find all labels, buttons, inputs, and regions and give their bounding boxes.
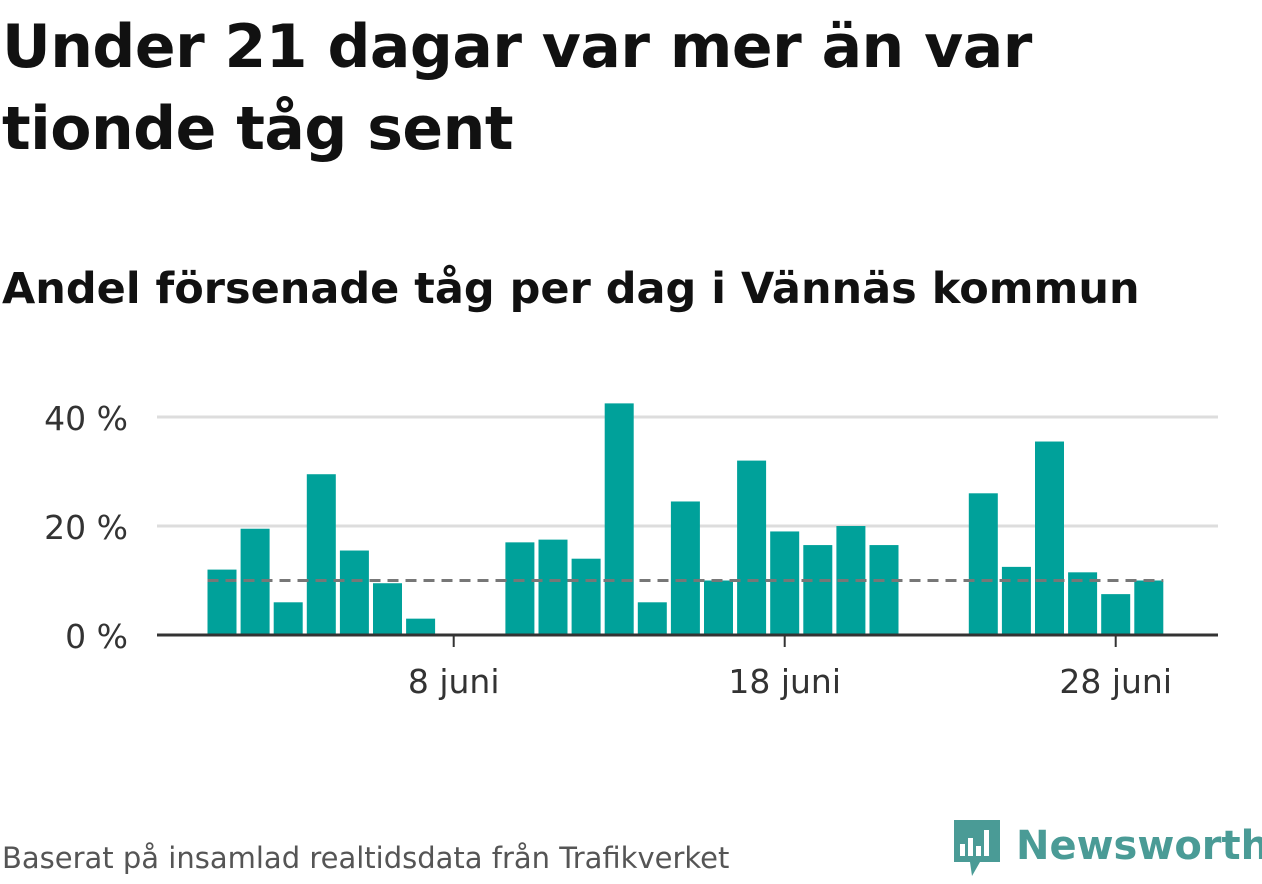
- newsworthy-logo-icon: [954, 820, 1000, 876]
- bar: [770, 531, 800, 635]
- x-tick-label: 18 juni: [728, 662, 841, 701]
- bar-chart: 0 % 20 % 40 % 8 juni 18 juni 28 juni: [44, 399, 1218, 701]
- bars: [207, 403, 1164, 635]
- bar: [670, 501, 700, 635]
- bar: [273, 602, 303, 635]
- bar: [1068, 572, 1098, 635]
- bar: [571, 558, 601, 635]
- source-note: Baserat på insamlad realtidsdata från Tr…: [2, 841, 730, 875]
- bar: [869, 545, 899, 635]
- chart-subtitle: Andel försenade tåg per dag i Vännäs kom…: [2, 264, 1140, 314]
- bar: [737, 460, 767, 635]
- bar: [505, 542, 535, 635]
- bar: [968, 493, 998, 635]
- bar: [339, 550, 369, 635]
- bar: [803, 545, 833, 635]
- bar: [637, 602, 667, 635]
- bar: [1101, 594, 1131, 635]
- bar: [538, 539, 568, 635]
- bar: [704, 580, 733, 635]
- bar: [604, 403, 634, 635]
- bar: [1134, 580, 1164, 635]
- y-tick-label: 0 %: [65, 617, 128, 656]
- bar: [406, 618, 436, 635]
- chart-title: Under 21 dagar var mer än var tionde tåg…: [2, 12, 1032, 164]
- axes: 0 % 20 % 40 % 8 juni 18 juni 28 juni: [44, 399, 1218, 701]
- x-tick-label: 28 juni: [1059, 662, 1172, 701]
- x-tick-label: 8 juni: [408, 662, 500, 701]
- y-tick-label: 40 %: [44, 399, 128, 438]
- bar: [1035, 441, 1064, 635]
- newsworthy-brand: Newsworthy: [950, 818, 1262, 880]
- y-tick-label: 20 %: [44, 508, 128, 547]
- bar: [373, 583, 402, 635]
- bar: [306, 474, 336, 635]
- brand-name: Newsworthy: [1016, 823, 1262, 869]
- bar: [1001, 566, 1031, 635]
